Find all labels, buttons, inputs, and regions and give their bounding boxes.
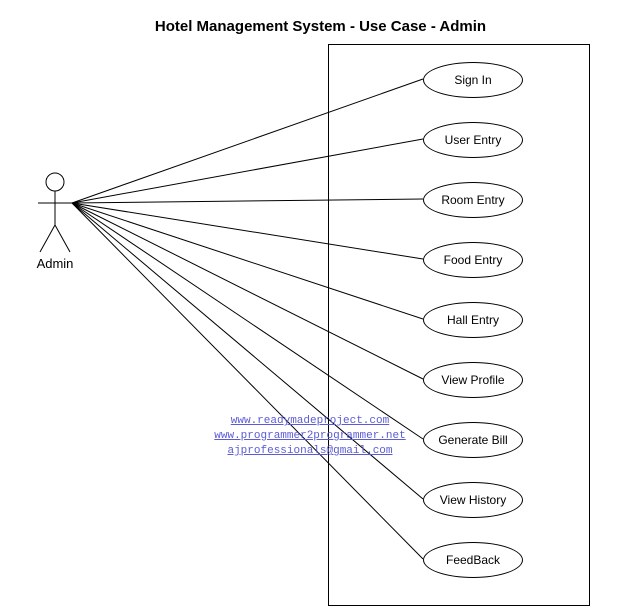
diagram-title: Hotel Management System - Use Case - Adm… [0, 18, 641, 35]
usecase-label: View Profile [441, 373, 504, 387]
usecase-label: User Entry [445, 133, 502, 147]
actor-label: Admin [25, 256, 85, 271]
usecase-view-profile: View Profile [423, 362, 523, 398]
usecase-room-entry: Room Entry [423, 182, 523, 218]
usecase-label: FeedBack [446, 553, 500, 567]
watermark: www.readymadeproject.comwww.programmer2p… [195, 414, 425, 459]
usecase-label: Room Entry [441, 193, 504, 207]
usecase-label: Sign In [454, 73, 491, 87]
watermark-line: ajprofessionals@gmail.com [195, 444, 425, 459]
usecase-label: View History [440, 493, 506, 507]
usecase-view-history: View History [423, 482, 523, 518]
watermark-line: www.programmer2programmer.net [195, 429, 425, 444]
usecase-hall-entry: Hall Entry [423, 302, 523, 338]
usecase-sign-in: Sign In [423, 62, 523, 98]
usecase-user-entry: User Entry [423, 122, 523, 158]
usecase-label: Food Entry [444, 253, 503, 267]
usecase-label: Generate Bill [438, 433, 507, 447]
usecase-label: Hall Entry [447, 313, 499, 327]
usecase-generate-bill: Generate Bill [423, 422, 523, 458]
usecase-feedback: FeedBack [423, 542, 523, 578]
usecase-food-entry: Food Entry [423, 242, 523, 278]
watermark-line: www.readymadeproject.com [195, 414, 425, 429]
diagram-canvas: Hotel Management System - Use Case - Adm… [0, 0, 641, 615]
